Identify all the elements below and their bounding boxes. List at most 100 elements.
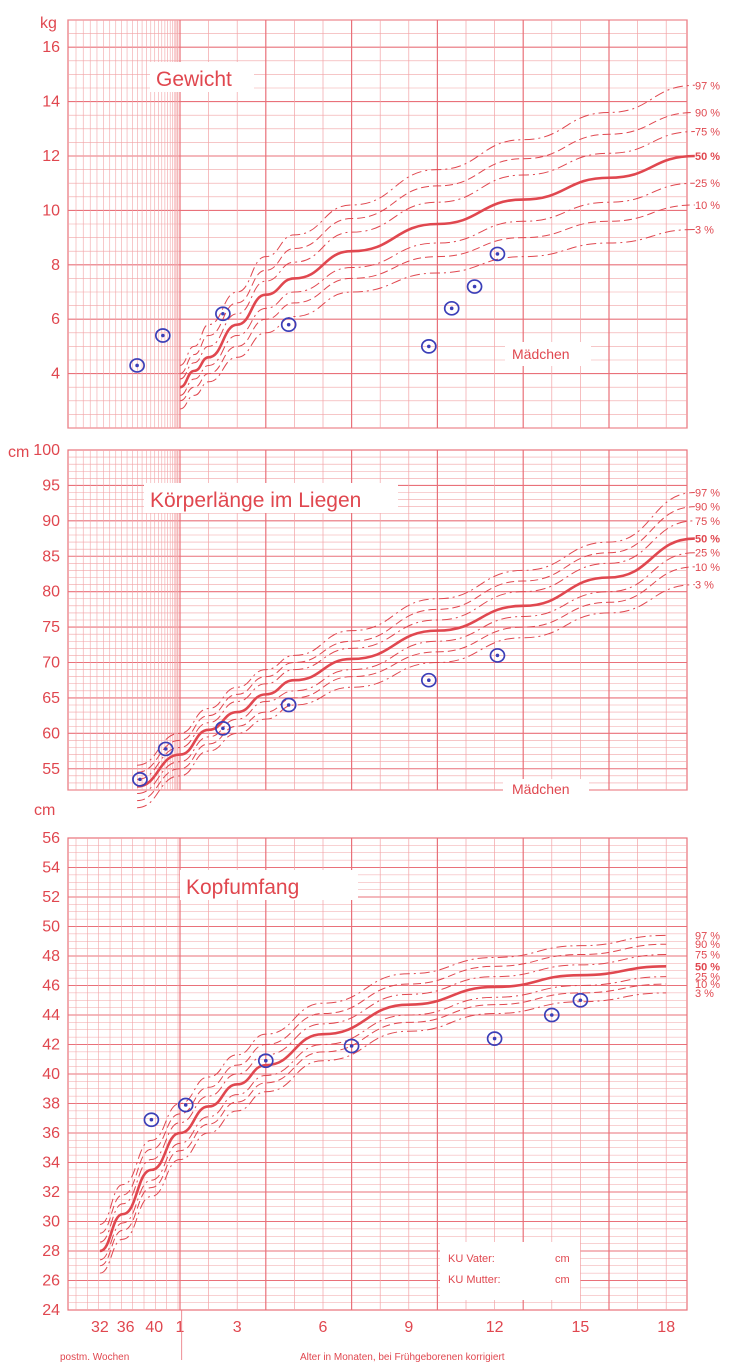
weight-gender-label: Mädchen	[512, 346, 570, 362]
head-grid	[67, 837, 688, 1311]
measurement-point	[215, 306, 231, 322]
ku-mutter-unit: cm	[555, 1274, 570, 1286]
percentile-label: 97 %	[695, 930, 720, 942]
y-tick-label: 60	[42, 725, 60, 742]
y-tick-label: 90	[42, 513, 60, 530]
measurement-dot	[495, 653, 500, 658]
ku-vater-label: KU Vater:	[448, 1253, 495, 1265]
y-tick-label: 36	[42, 1125, 60, 1142]
percentile-label: 3 %	[695, 580, 714, 592]
y-tick-label: 95	[42, 477, 60, 494]
percentile-curve	[179, 182, 695, 396]
percentile-label: 50 %	[695, 534, 720, 546]
weight-title-backdrop	[150, 62, 254, 92]
percentile-curve	[137, 520, 695, 780]
x-tick-label: 40	[145, 1319, 163, 1336]
length-title: Körperlänge im Liegen	[150, 489, 361, 512]
y-tick-label: 75	[42, 619, 60, 636]
percentile-label: 90 %	[695, 939, 720, 951]
x-tick-label: 6	[319, 1319, 328, 1336]
percentile-curve	[179, 228, 695, 410]
measurement-dot	[550, 1013, 554, 1017]
percentile-label: 90 %	[695, 502, 720, 514]
measurement-dot	[427, 678, 431, 683]
y-tick-label: 6	[51, 311, 60, 328]
measurement-point	[280, 697, 297, 713]
percentile-curve	[179, 204, 695, 402]
measurement-dot	[161, 333, 165, 338]
head-y-tick-labels: 24 26 28 30 32 34 36 38 40 42 44 46 48 50 52 54 56	[42, 830, 60, 1319]
percentile-label: 25 %	[695, 178, 720, 190]
ku-mutter-label: KU Mutter:	[448, 1274, 501, 1286]
measurement-point	[572, 992, 589, 1008]
head-title-backdrop	[180, 870, 358, 900]
weight-measurements	[129, 246, 506, 373]
percentile-curve	[99, 934, 667, 1225]
measurement-dot	[449, 306, 454, 311]
measurement-point	[154, 328, 171, 343]
head-percentile-labels: 97 %90 %75 %50 %25 %10 %3 %	[695, 930, 720, 1000]
head-measurements	[143, 992, 589, 1128]
y-tick-label: 42	[42, 1037, 60, 1054]
measurement-point	[466, 279, 483, 294]
percentile-label: 90 %	[695, 107, 720, 119]
measurement-point	[280, 317, 297, 332]
y-tick-label: 14	[42, 94, 60, 111]
head-xlabel-weeks: postm. Wochen	[60, 1352, 129, 1363]
y-tick-label: 10	[42, 202, 60, 219]
length-title-backdrop	[144, 483, 398, 513]
percentile-curve	[179, 84, 695, 366]
x-tick-label: 15	[572, 1319, 590, 1336]
measurement-dot	[264, 1058, 268, 1063]
weight-percentile-labels: 97 % 90 % 75 % 50 % 25 % 10 % 3 %	[695, 80, 720, 236]
measurement-point	[443, 300, 460, 316]
length-measurements	[132, 648, 506, 787]
measurement-point	[420, 672, 437, 688]
weight-y-tick-labels: 4 6 8 10 12 14 16	[42, 39, 60, 382]
measurement-dot	[221, 726, 225, 731]
weight-title: Gewicht	[156, 68, 232, 91]
measurement-point	[420, 339, 437, 354]
percentile-label: 97 %	[695, 80, 720, 92]
measurement-dot	[163, 747, 168, 751]
measurement-point	[257, 1053, 274, 1069]
y-tick-label: 32	[42, 1184, 60, 1201]
percentile-curve	[99, 965, 667, 1253]
measurement-point	[489, 246, 506, 262]
percentile-label: 25 %	[695, 548, 720, 560]
y-tick-label: 100	[33, 442, 60, 459]
ku-box-backdrop	[440, 1242, 580, 1300]
measurement-point	[215, 721, 231, 736]
measurement-dot	[495, 252, 500, 256]
percentile-curve	[179, 111, 695, 375]
length-percentile-curves	[136, 492, 695, 809]
measurement-dot	[578, 998, 583, 1003]
head-x-tick-labels: 32 36 40 1 3 6 9 12 15 18	[91, 1310, 675, 1360]
head-xlabel-months: Alter in Monaten, bei Frühgeborenen korr…	[300, 1352, 505, 1363]
measurement-point	[143, 1112, 160, 1128]
measurement-dot	[286, 322, 291, 327]
measurement-dot	[135, 363, 139, 368]
y-tick-label: 56	[42, 830, 60, 847]
y-tick-label: 38	[42, 1096, 60, 1113]
percentile-curve	[137, 492, 695, 766]
y-tick-label: 26	[42, 1273, 60, 1290]
y-tick-label: 80	[42, 584, 60, 601]
x-tick-label: 9	[404, 1319, 413, 1336]
head-title: Kopfumfang	[186, 876, 299, 899]
measurement-point	[486, 1031, 503, 1046]
percentile-curve	[99, 983, 667, 1267]
measurement-dot	[349, 1044, 354, 1048]
percentile-curve	[136, 537, 695, 788]
measurement-point	[157, 741, 174, 757]
y-tick-label: 28	[42, 1243, 60, 1260]
percentile-label: 3 %	[695, 988, 714, 1000]
percentile-label: 50 %	[695, 151, 720, 163]
percentile-label: 75 %	[695, 516, 720, 528]
measurement-dot	[149, 1117, 154, 1122]
measurement-dot	[221, 311, 225, 316]
weight-percentile-curves	[179, 84, 695, 410]
y-tick-label: 34	[42, 1155, 60, 1172]
x-tick-label: 1	[176, 1319, 185, 1336]
x-tick-label: 36	[117, 1319, 135, 1336]
